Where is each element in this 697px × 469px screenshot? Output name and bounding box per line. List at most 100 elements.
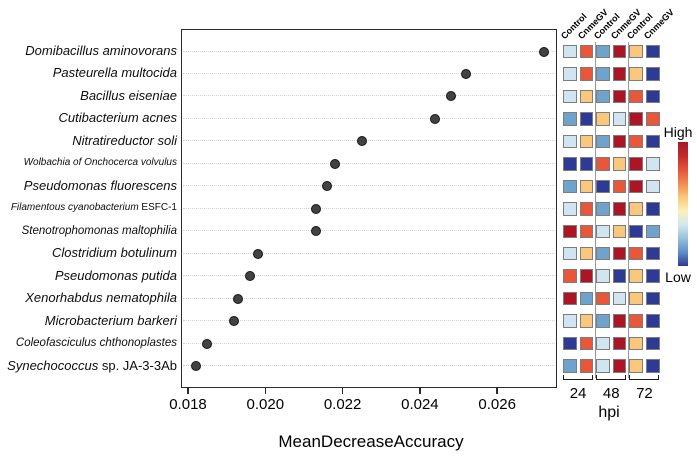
data-point xyxy=(322,181,333,192)
heatmap-cell xyxy=(646,44,660,59)
data-point xyxy=(310,203,321,214)
gridline xyxy=(183,230,555,232)
heatmap-cell xyxy=(612,291,627,306)
species-label: Domibacillus aminovorans xyxy=(0,42,177,60)
species-label: Cutibacterium acnes xyxy=(0,109,178,127)
heatmap-cell xyxy=(629,291,643,306)
heatmap-cell xyxy=(579,314,594,328)
legend-low-label: Low xyxy=(665,269,691,285)
heatmap-cell xyxy=(646,67,660,81)
heatmap-cell xyxy=(563,202,577,216)
gridline xyxy=(183,252,555,254)
heatmap-cell xyxy=(629,112,643,126)
heatmap-cell xyxy=(579,359,594,373)
heatmap-cell xyxy=(596,134,610,149)
gridline xyxy=(183,207,555,209)
gridline xyxy=(183,185,555,187)
heatmap-cell xyxy=(646,134,660,149)
heatmap-cell xyxy=(596,44,610,59)
species-label: Stenotrophomonas maltophilia xyxy=(0,222,177,240)
heatmap-cell xyxy=(612,157,627,171)
species-label: Bacillus eiseniae xyxy=(0,87,177,105)
species-label: Xenorhabdus nematophila xyxy=(0,289,177,307)
heatmap-cell xyxy=(579,202,594,216)
species-name-italic: Clostridium botulinum xyxy=(52,245,177,261)
heatmap-cell xyxy=(612,44,627,59)
color-scale-bar xyxy=(678,142,688,266)
species-name-strain: sp. JA-3-3Ab xyxy=(98,357,177,373)
heatmap-cell xyxy=(563,67,577,81)
x-tick-mark xyxy=(496,388,498,394)
x-tick-label: 0.020 xyxy=(246,396,285,413)
species-name-italic: Coleofasciculus chthonoplastes xyxy=(15,337,177,350)
x-tick-mark xyxy=(187,388,189,394)
heatmap-cell xyxy=(596,359,610,373)
heatmap-cell xyxy=(579,246,594,261)
heatmap-cell xyxy=(596,179,610,194)
heatmap-cell xyxy=(612,269,627,283)
species-name-italic: Bacillus eiseniae xyxy=(80,87,177,103)
gridline xyxy=(183,95,555,97)
heatmap-cell xyxy=(629,359,643,373)
heatmap-cell xyxy=(646,269,660,283)
data-point xyxy=(445,91,456,102)
heatmap-cell xyxy=(563,359,577,373)
gridline xyxy=(183,320,555,322)
gridline xyxy=(183,162,555,164)
species-label: Coleofasciculus chthonoplastes xyxy=(0,334,177,352)
hpi-group-label: 48 xyxy=(602,385,620,402)
heatmap-cell xyxy=(646,224,660,238)
heatmap-cell xyxy=(629,336,643,351)
heatmap-cell xyxy=(579,336,594,351)
hpi-group-label: 72 xyxy=(636,385,653,402)
species-name-italic: Pasteurella multocida xyxy=(52,65,177,81)
heatmap-cell xyxy=(612,112,627,126)
heatmap-cell xyxy=(629,314,643,328)
heatmap-cell xyxy=(596,246,610,261)
gridline xyxy=(183,365,555,367)
x-tick-mark xyxy=(341,388,344,394)
heatmap-cell xyxy=(579,44,594,59)
heatmap-cell xyxy=(579,112,594,126)
species-label: Nitratireductor soli xyxy=(0,132,177,150)
data-point xyxy=(244,271,255,282)
heatmap-cell xyxy=(646,112,660,126)
species-name-italic: Cutibacterium acnes xyxy=(58,110,178,126)
species-label: Pasteurella multocida xyxy=(0,64,177,82)
gridline xyxy=(183,72,555,74)
gridline xyxy=(183,117,555,119)
heatmap-cell xyxy=(563,134,577,149)
heatmap-cell xyxy=(612,314,627,328)
heatmap-cell xyxy=(596,112,610,126)
gridline xyxy=(183,140,555,142)
species-label: Synechococcus sp. JA-3-3Ab xyxy=(0,357,177,375)
data-point xyxy=(461,68,472,79)
heatmap-cell xyxy=(646,246,660,261)
heatmap-cell xyxy=(563,89,577,104)
heatmap-cell xyxy=(612,202,627,216)
heatmap-cell xyxy=(563,157,577,171)
gridline xyxy=(183,50,555,52)
heatmap-cell xyxy=(612,224,627,238)
heatmap-cell xyxy=(612,89,627,104)
x-axis-title: MeanDecreaseAccuracy xyxy=(278,432,464,451)
heatmap-cell xyxy=(596,269,610,283)
heatmap-cell xyxy=(563,336,577,351)
heatmap-cell xyxy=(563,314,577,328)
pair-bracket xyxy=(629,375,660,380)
gridline xyxy=(183,297,555,299)
heatmap-cell xyxy=(612,246,627,261)
heatmap-cell xyxy=(629,246,643,261)
heatmap-cell xyxy=(612,67,627,81)
heatmap-cell xyxy=(629,134,643,149)
species-label: Clostridium botulinum xyxy=(0,244,177,262)
heatmap-cell xyxy=(612,179,627,194)
data-point xyxy=(229,316,240,327)
x-tick-label: 0.022 xyxy=(323,396,362,413)
legend-high-label: High xyxy=(663,124,693,140)
heatmap-cell xyxy=(579,224,594,238)
pair-separator-line xyxy=(627,42,629,378)
data-point xyxy=(356,136,367,147)
species-label: Microbacterium barkeri xyxy=(0,312,177,330)
